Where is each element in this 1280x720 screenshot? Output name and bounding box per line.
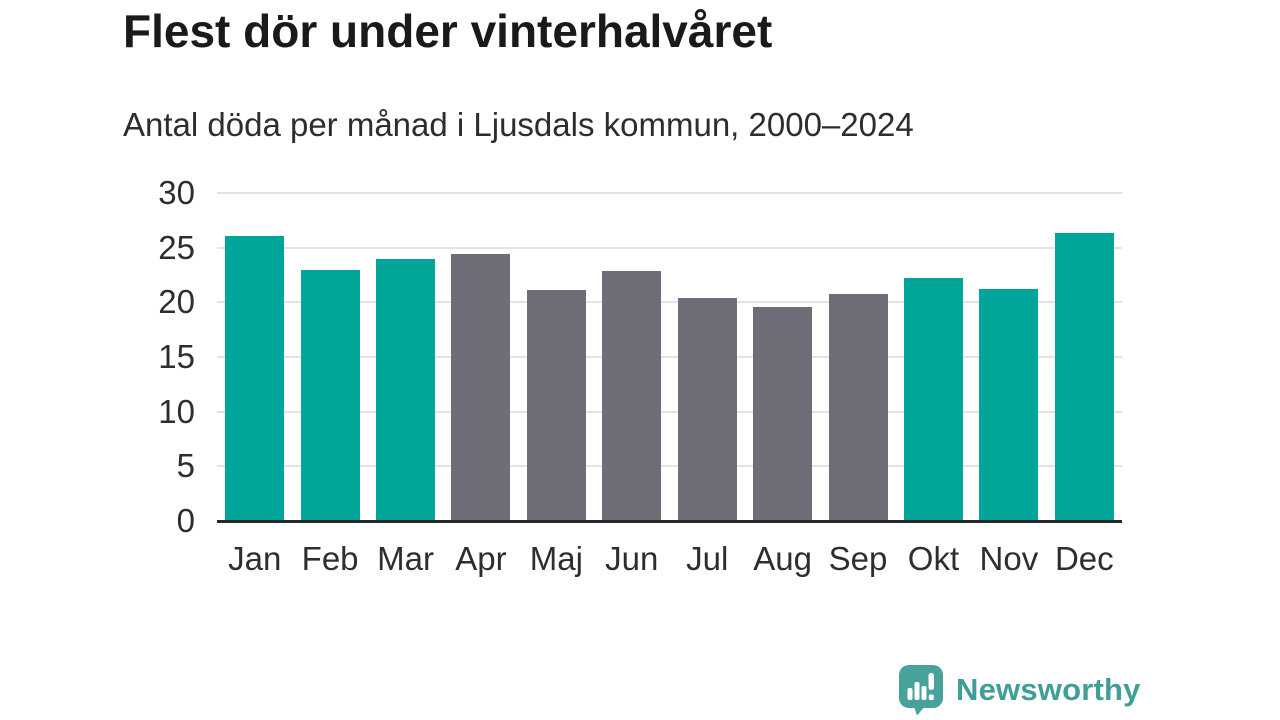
y-tick-label-20: 20 bbox=[158, 283, 195, 321]
bar-dec bbox=[1054, 233, 1114, 521]
x-tick-label-apr: Apr bbox=[455, 540, 507, 577]
bar-jan bbox=[225, 235, 285, 521]
y-tick-label-25: 25 bbox=[158, 228, 195, 266]
x-tick-label-aug: Aug bbox=[753, 540, 812, 577]
x-tick-label-okt: Okt bbox=[907, 540, 960, 577]
x-tick-label-jan: Jan bbox=[228, 540, 282, 577]
bar-jun bbox=[602, 270, 662, 521]
gridline-y15 bbox=[217, 356, 1122, 358]
chart-subtitle: Antal döda per månad i Ljusdals kommun, … bbox=[123, 106, 914, 143]
chart-title: Flest dör under vinterhalvåret bbox=[123, 5, 773, 57]
x-tick-label-jul: Jul bbox=[686, 540, 729, 577]
x-tick-label-mar: Mar bbox=[377, 540, 434, 577]
x-tick-label-feb: Feb bbox=[301, 540, 359, 577]
brand-name: Newsworthy bbox=[956, 672, 1141, 707]
gridline-y10 bbox=[217, 410, 1122, 413]
plot-area bbox=[217, 192, 1122, 523]
bar-maj bbox=[526, 290, 586, 521]
y-tick-label-0: 0 bbox=[176, 502, 195, 539]
gridline-y20 bbox=[217, 301, 1122, 304]
bar-aug bbox=[753, 306, 813, 521]
x-axis-line bbox=[217, 520, 1122, 523]
y-tick-label-10: 10 bbox=[158, 392, 195, 430]
bar-jul bbox=[677, 297, 737, 521]
x-tick-label-jun: Jun bbox=[605, 540, 659, 577]
x-tick-label-maj: Maj bbox=[529, 540, 583, 577]
x-tick-label-sep: Sep bbox=[828, 540, 888, 577]
y-tick-label-5: 5 bbox=[176, 447, 195, 485]
y-tick-label-30: 30 bbox=[158, 174, 195, 211]
gridline-y30 bbox=[217, 192, 1122, 194]
bar-okt bbox=[903, 278, 963, 521]
bar-mar bbox=[376, 258, 436, 521]
bar-nov bbox=[979, 289, 1039, 521]
bar-sep bbox=[828, 293, 888, 521]
gridline-y5 bbox=[217, 465, 1122, 468]
x-tick-label-dec: Dec bbox=[1054, 540, 1114, 577]
bar-chart-speech-bubble-icon bbox=[898, 664, 944, 716]
x-tick-label-nov: Nov bbox=[979, 540, 1039, 577]
bar-feb bbox=[300, 269, 360, 521]
gridline-y25 bbox=[217, 246, 1122, 249]
brand-logo[interactable]: Newsworthy bbox=[898, 664, 1141, 716]
bar-apr bbox=[451, 254, 511, 521]
y-tick-label-15: 15 bbox=[158, 338, 195, 375]
